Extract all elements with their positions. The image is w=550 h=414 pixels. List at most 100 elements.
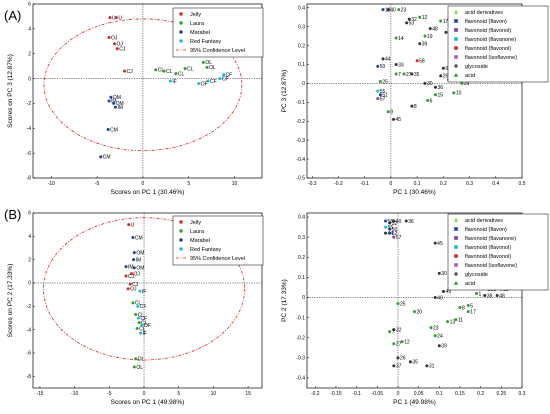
x-tick-label: 0 (143, 391, 146, 397)
y-tick-label: 6 (28, 211, 31, 217)
y-axis-label: PC 2 (17.33%) (281, 279, 288, 322)
data-point (400, 340, 404, 344)
data-point-label: 32 (411, 17, 417, 23)
x-tick-label: 10 (211, 391, 217, 397)
legend-label: Marabel (190, 30, 210, 36)
data-point-label: 9 (390, 110, 393, 116)
legend-marker (453, 9, 459, 14)
data-point-label: 52 (392, 231, 398, 237)
data-point (113, 105, 117, 109)
data-point (441, 66, 445, 70)
x-axis-label: PC 1 (49.98%) (393, 399, 436, 406)
data-point-label: 39 (422, 42, 428, 48)
x-axis-label: Scores on PC 1 (49.98%) (111, 399, 185, 406)
data-point-label: 40 (437, 295, 443, 301)
legend-marker (454, 28, 458, 32)
data-point-label: CL (187, 66, 194, 72)
data-point-label: OL (138, 357, 145, 363)
legend-label: acid derivatives (465, 10, 503, 16)
data-point-label: 51 (382, 93, 388, 99)
data-point (115, 47, 119, 51)
y-tick-label: -0.1 (296, 315, 305, 321)
legend-marker (179, 39, 183, 43)
data-point-label: IF (142, 289, 146, 295)
legend-label: acid derivatives (465, 218, 503, 224)
data-point (428, 27, 432, 31)
data-point (407, 17, 411, 21)
data-point-label: CJ (132, 282, 139, 288)
y-tick-label: -0.5 (296, 176, 305, 182)
data-point (392, 219, 396, 223)
data-point (433, 334, 437, 338)
legend-label: flavonoid (flavon) (465, 19, 507, 25)
legend-label: flavonoid (flavonol) (465, 245, 511, 251)
y-tick-label: 0 (302, 295, 305, 301)
data-point-label: 30 (441, 271, 447, 277)
data-point (106, 128, 110, 132)
data-point-label: CL (141, 320, 148, 326)
data-point (109, 95, 113, 99)
x-axis-label: Scores on PC 1 (30.46%) (111, 189, 185, 196)
data-point (392, 328, 396, 332)
legend-label: Jelly (190, 12, 201, 18)
data-point (112, 101, 116, 105)
data-point-label: 40 (396, 219, 402, 225)
y-tick-label: -0.3 (296, 356, 305, 362)
data-point-label: CM (135, 235, 143, 241)
data-point-label: CF (222, 76, 229, 82)
y-axis-label: Scores on PC 2 (17.33%) (7, 264, 14, 338)
data-point-label: OF (201, 81, 208, 87)
y-tick-label: 0.2 (298, 255, 305, 261)
data-point-label: OM (136, 266, 144, 272)
data-point (386, 8, 390, 12)
y-tick-label: 0.4 (298, 5, 305, 11)
data-point-label: 6 (430, 98, 433, 104)
data-point-label: OJ (134, 271, 141, 277)
data-point (388, 221, 392, 225)
y-axis-label: PC 3 (12.87%) (281, 70, 288, 113)
chart-3: -15 -10 -5 0 5 10 15 -8 -6 -4 -2 0 2 4 6 Scores on PC 1… (7, 211, 264, 406)
y-tick-label: -0.2 (296, 119, 305, 125)
y-tick-label: -4 (27, 327, 32, 333)
data-point (134, 313, 138, 316)
data-point (394, 72, 398, 76)
legend-label: Marabel (190, 238, 210, 244)
x-tick-label: -0.1 (352, 391, 361, 397)
data-point (174, 72, 178, 76)
data-point-label: CF (140, 304, 147, 310)
data-point-label: IM (128, 264, 134, 270)
y-tick-label: 6 (28, 2, 31, 8)
x-tick-label: 0.3 (466, 181, 473, 187)
x-tick-label: 5 (187, 181, 190, 187)
data-point (376, 97, 380, 101)
x-tick-label: 0.1 (436, 391, 443, 397)
data-point-label: CJ (127, 69, 134, 75)
data-point-label: 39 (441, 344, 447, 350)
data-point-label: 27 (396, 342, 402, 348)
y-tick-label: -2 (27, 101, 32, 107)
data-point-label: 1 (479, 291, 482, 297)
data-point-label: 33 (398, 62, 404, 68)
data-point-label: IM (111, 99, 117, 105)
data-point-label: OJ (130, 287, 137, 293)
legend-marker (454, 254, 458, 258)
data-point-label: 55 (380, 89, 386, 95)
data-point-label: 25 (382, 79, 388, 85)
y-tick-label: 0.3 (298, 24, 305, 30)
data-point (132, 266, 136, 270)
x-tick-label: -5 (107, 391, 112, 397)
data-point (388, 231, 392, 235)
data-point-label: 44 (385, 57, 391, 63)
legend-marker (179, 30, 183, 34)
y-tick-label: -4 (27, 126, 32, 132)
data-point-label: 9 (445, 66, 448, 72)
data-point-label: 35 (412, 360, 418, 366)
data-point (135, 327, 139, 330)
data-point-label: 37 (396, 364, 402, 370)
legend-label: Laura (190, 229, 205, 235)
legend-label: glycoside (465, 64, 488, 70)
data-point (410, 72, 414, 76)
data-point-label: 12 (422, 15, 428, 21)
data-point (154, 68, 158, 72)
data-point-label: 48 (432, 26, 438, 32)
